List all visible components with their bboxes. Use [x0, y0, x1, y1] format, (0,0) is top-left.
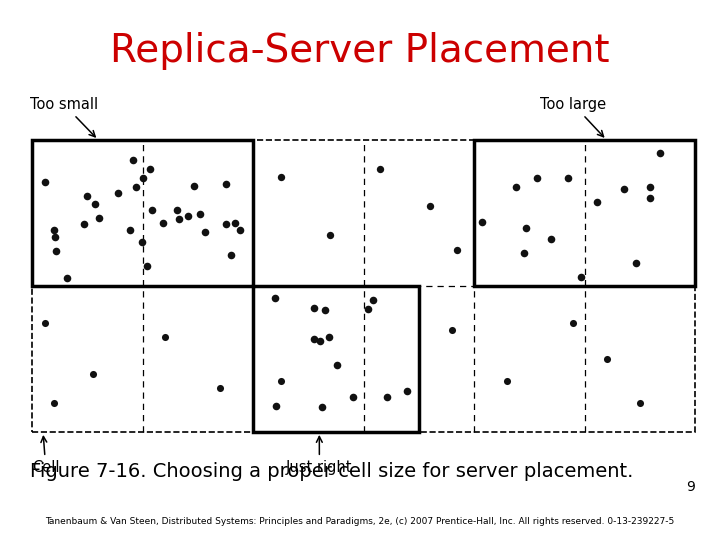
Point — [159, 333, 171, 341]
Bar — [474, 140, 695, 286]
Point — [518, 249, 529, 258]
Point — [137, 238, 148, 246]
Point — [48, 399, 60, 407]
Point — [362, 305, 374, 313]
Point — [221, 180, 233, 189]
Point — [644, 183, 656, 191]
Point — [171, 206, 183, 214]
Point — [40, 318, 51, 327]
Point — [401, 387, 413, 396]
Text: 9: 9 — [686, 480, 695, 494]
Text: Just right: Just right — [286, 436, 353, 475]
Point — [225, 250, 237, 259]
Point — [545, 235, 557, 244]
Point — [112, 188, 124, 197]
Point — [89, 199, 101, 208]
Point — [94, 214, 105, 222]
Point — [630, 259, 642, 268]
Point — [347, 393, 359, 402]
Point — [61, 273, 73, 282]
Point — [127, 156, 138, 165]
Point — [451, 245, 463, 254]
Point — [87, 369, 99, 378]
Point — [220, 220, 232, 228]
Text: Replica-Server Placement: Replica-Server Placement — [110, 32, 610, 70]
Point — [319, 306, 330, 315]
Point — [275, 172, 287, 181]
Point — [271, 402, 282, 410]
Point — [562, 173, 574, 182]
Point — [130, 183, 142, 192]
Point — [50, 247, 61, 255]
Text: Cell: Cell — [32, 436, 60, 475]
Point — [308, 335, 320, 343]
Point — [269, 293, 281, 302]
Bar — [253, 286, 419, 432]
Point — [424, 201, 436, 210]
Point — [374, 165, 386, 173]
Point — [446, 326, 458, 334]
Bar — [32, 140, 253, 286]
Point — [644, 194, 655, 202]
Point — [634, 399, 646, 407]
Point — [147, 206, 158, 214]
Point — [235, 226, 246, 235]
Point — [618, 184, 630, 193]
Point — [316, 403, 328, 411]
Point — [229, 218, 240, 227]
Point — [309, 303, 320, 312]
Bar — [32, 140, 695, 432]
Point — [188, 181, 199, 190]
Point — [81, 191, 93, 200]
Point — [332, 360, 343, 369]
Point — [183, 212, 194, 220]
Point — [368, 295, 379, 304]
Point — [174, 215, 185, 224]
Point — [382, 393, 393, 401]
Point — [275, 376, 287, 385]
Point — [567, 318, 579, 327]
Point — [575, 273, 586, 281]
Point — [142, 262, 153, 271]
Point — [124, 225, 135, 234]
Point — [48, 226, 59, 234]
Point — [194, 210, 206, 219]
Point — [531, 174, 542, 183]
Text: Tanenbaum & Van Steen, Distributed Systems: Principles and Paradigms, 2e, (c) 20: Tanenbaum & Van Steen, Distributed Syste… — [45, 517, 675, 526]
Point — [49, 233, 60, 241]
Point — [78, 220, 89, 228]
Point — [654, 149, 665, 158]
Point — [501, 376, 513, 385]
Text: Figure 7-16. Choosing a proper cell size for server placement.: Figure 7-16. Choosing a proper cell size… — [30, 462, 634, 481]
Point — [314, 336, 325, 345]
Point — [214, 384, 225, 393]
Point — [600, 355, 612, 363]
Point — [137, 174, 148, 183]
Point — [521, 224, 532, 232]
Point — [510, 183, 521, 191]
Point — [323, 333, 335, 341]
Point — [145, 165, 156, 173]
Point — [477, 218, 488, 227]
Point — [592, 198, 603, 206]
Text: Too large: Too large — [540, 97, 606, 137]
Text: Too small: Too small — [30, 97, 98, 137]
Point — [158, 219, 169, 227]
Point — [40, 177, 51, 186]
Point — [325, 231, 336, 239]
Point — [199, 228, 210, 237]
